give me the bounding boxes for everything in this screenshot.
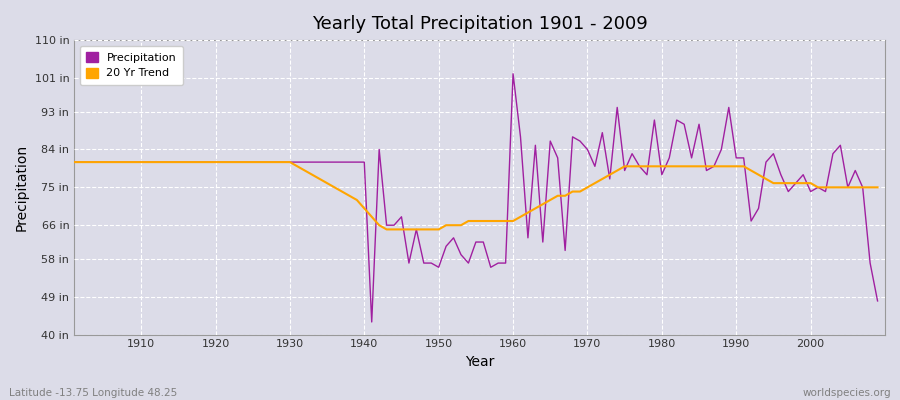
20 Yr Trend	[129, 160, 140, 164]
20 Yr Trend	[605, 172, 616, 177]
20 Yr Trend	[337, 189, 347, 194]
Precipitation	[612, 105, 623, 110]
20 Yr Trend	[68, 160, 79, 164]
Precipitation	[366, 320, 377, 324]
Precipitation	[515, 134, 526, 139]
Precipitation	[872, 298, 883, 303]
Precipitation	[292, 160, 302, 164]
Precipitation	[508, 71, 518, 76]
20 Yr Trend	[872, 185, 883, 190]
Line: Precipitation: Precipitation	[74, 74, 878, 322]
Title: Yearly Total Precipitation 1901 - 2009: Yearly Total Precipitation 1901 - 2009	[311, 15, 647, 33]
Precipitation	[337, 160, 347, 164]
20 Yr Trend	[515, 214, 526, 219]
Precipitation	[68, 160, 79, 164]
20 Yr Trend	[382, 227, 392, 232]
Y-axis label: Precipitation: Precipitation	[15, 144, 29, 231]
Precipitation	[129, 160, 140, 164]
20 Yr Trend	[508, 219, 518, 224]
X-axis label: Year: Year	[465, 355, 494, 369]
Text: Latitude -13.75 Longitude 48.25: Latitude -13.75 Longitude 48.25	[9, 388, 177, 398]
Precipitation	[523, 236, 534, 240]
Legend: Precipitation, 20 Yr Trend: Precipitation, 20 Yr Trend	[80, 46, 183, 85]
Text: worldspecies.org: worldspecies.org	[803, 388, 891, 398]
20 Yr Trend	[292, 164, 302, 169]
Line: 20 Yr Trend: 20 Yr Trend	[74, 162, 878, 230]
